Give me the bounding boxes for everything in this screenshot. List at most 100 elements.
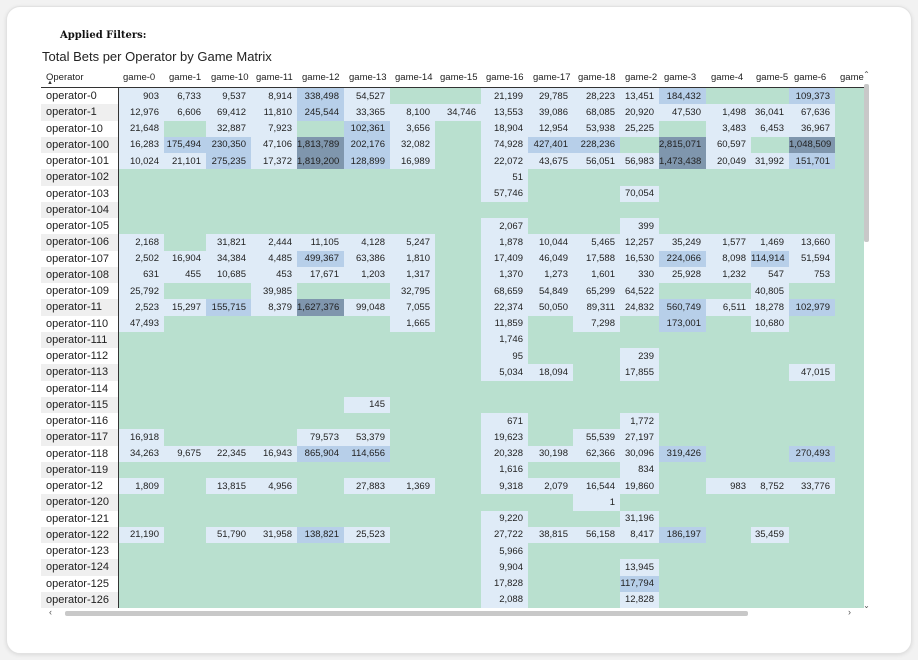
matrix-cell[interactable]: 224,066: [659, 250, 706, 267]
table-row[interactable]: operator-114: [41, 380, 864, 397]
matrix-cell[interactable]: [835, 526, 864, 543]
matrix-cell[interactable]: [706, 510, 751, 527]
matrix-cell[interactable]: 67,636: [789, 104, 835, 121]
matrix-cell[interactable]: 68,659: [481, 283, 528, 300]
matrix-cell[interactable]: [435, 445, 481, 462]
matrix-cell[interactable]: 270,493: [789, 445, 835, 462]
matrix-cell[interactable]: [164, 218, 206, 235]
matrix-cell[interactable]: [573, 185, 620, 202]
matrix-cell[interactable]: [835, 250, 864, 267]
matrix-cell[interactable]: [751, 136, 789, 153]
matrix-cell[interactable]: 11,810: [251, 104, 297, 121]
matrix-cell[interactable]: [164, 461, 206, 478]
matrix-cell[interactable]: [164, 348, 206, 365]
row-header-operator[interactable]: operator-120: [41, 494, 119, 511]
column-header-game-6[interactable]: game-6: [789, 68, 835, 88]
row-header-operator[interactable]: operator-104: [41, 201, 119, 218]
matrix-cell[interactable]: 1,048,509: [789, 136, 835, 153]
matrix-cell[interactable]: [118, 591, 164, 608]
table-row[interactable]: operator-111 1,746: [41, 331, 864, 348]
matrix-cell[interactable]: 228,236: [573, 136, 620, 153]
matrix-cell[interactable]: 30,198: [528, 445, 573, 462]
matrix-cell[interactable]: [251, 510, 297, 527]
matrix-cell[interactable]: [789, 315, 835, 332]
matrix-cell[interactable]: [706, 445, 751, 462]
matrix-cell[interactable]: [164, 396, 206, 413]
matrix-cell[interactable]: [164, 234, 206, 251]
matrix-cell[interactable]: 1,819,200: [297, 153, 344, 170]
matrix-cell[interactable]: [435, 396, 481, 413]
matrix-cell[interactable]: 173,001: [659, 315, 706, 332]
matrix-cell[interactable]: 12,954: [528, 120, 573, 137]
table-row[interactable]: operator-12 1,809 13,815 4,956 27,883 1,369 9,…: [41, 478, 864, 495]
matrix-cell[interactable]: 8,379: [251, 299, 297, 316]
matrix-cell[interactable]: 36,041: [751, 104, 789, 121]
matrix-cell[interactable]: 1,616: [481, 461, 528, 478]
matrix-cell[interactable]: 6,606: [164, 104, 206, 121]
matrix-cell[interactable]: [835, 120, 864, 137]
matrix-cell[interactable]: 8,417: [620, 526, 659, 543]
matrix-cell[interactable]: 5,966: [481, 543, 528, 560]
matrix-cell[interactable]: 319,426: [659, 445, 706, 462]
matrix-cell[interactable]: 95: [481, 348, 528, 365]
matrix-cell[interactable]: 453: [251, 266, 297, 283]
matrix-cell[interactable]: [164, 575, 206, 592]
column-header-game-10[interactable]: game-10: [206, 68, 251, 88]
matrix-cell[interactable]: 33,365: [344, 104, 390, 121]
matrix-cell[interactable]: [835, 461, 864, 478]
matrix-cell[interactable]: 2,079: [528, 478, 573, 495]
row-header-operator[interactable]: operator-116: [41, 413, 119, 430]
matrix-cell[interactable]: [573, 543, 620, 560]
matrix-cell[interactable]: 2,088: [481, 591, 528, 608]
matrix-cell[interactable]: 1,665: [390, 315, 435, 332]
column-header-game-5[interactable]: game-5: [751, 68, 789, 88]
matrix-cell[interactable]: [118, 169, 164, 186]
matrix-cell[interactable]: [659, 396, 706, 413]
table-row[interactable]: operator-123 5,966: [41, 543, 864, 560]
matrix-cell[interactable]: [620, 396, 659, 413]
matrix-cell[interactable]: [706, 315, 751, 332]
matrix-cell[interactable]: 245,544: [297, 104, 344, 121]
matrix-cell[interactable]: [435, 120, 481, 137]
matrix-cell[interactable]: [435, 510, 481, 527]
matrix-cell[interactable]: [706, 348, 751, 365]
matrix-cell[interactable]: 35,249: [659, 234, 706, 251]
scroll-left-icon[interactable]: ‹: [49, 607, 52, 617]
row-header-operator[interactable]: operator-1: [41, 104, 119, 121]
matrix-cell[interactable]: 4,485: [251, 250, 297, 267]
matrix-cell[interactable]: 25,792: [118, 283, 164, 300]
matrix-cell[interactable]: 40,805: [751, 283, 789, 300]
table-row[interactable]: operator-110 47,493 1,665 11,859 7,298 173,00…: [41, 315, 864, 332]
matrix-cell[interactable]: [706, 591, 751, 608]
matrix-cell[interactable]: [297, 331, 344, 348]
matrix-cell[interactable]: 9,318: [481, 478, 528, 495]
matrix-cell[interactable]: [751, 218, 789, 235]
matrix-cell[interactable]: 34,746: [435, 104, 481, 121]
matrix-cell[interactable]: 12,257: [620, 234, 659, 251]
matrix-cell[interactable]: [206, 201, 251, 218]
matrix-cell[interactable]: 43,675: [528, 153, 573, 170]
matrix-cell[interactable]: [164, 543, 206, 560]
matrix-cell[interactable]: 1,878: [481, 234, 528, 251]
row-header-operator[interactable]: operator-11: [41, 299, 119, 316]
matrix-cell[interactable]: [835, 185, 864, 202]
horizontal-scrollbar[interactable]: ‹ ›: [41, 607, 864, 618]
column-header-game-11[interactable]: game-11: [251, 68, 297, 88]
matrix-cell[interactable]: [659, 185, 706, 202]
row-header-operator[interactable]: operator-122: [41, 526, 119, 543]
matrix-cell[interactable]: [789, 494, 835, 511]
matrix-cell[interactable]: [435, 266, 481, 283]
matrix-cell[interactable]: [706, 429, 751, 446]
matrix-cell[interactable]: 186,197: [659, 526, 706, 543]
matrix-cell[interactable]: [344, 413, 390, 430]
matrix-cell[interactable]: 12,828: [620, 591, 659, 608]
matrix-cell[interactable]: [573, 364, 620, 381]
matrix-cell[interactable]: [706, 380, 751, 397]
matrix-cell[interactable]: [390, 575, 435, 592]
matrix-cell[interactable]: 2,168: [118, 234, 164, 251]
matrix-cell[interactable]: [789, 396, 835, 413]
matrix-cell[interactable]: 39,086: [528, 104, 573, 121]
matrix-cell[interactable]: 175,494: [164, 136, 206, 153]
matrix-cell[interactable]: [390, 429, 435, 446]
matrix-cell[interactable]: [659, 348, 706, 365]
